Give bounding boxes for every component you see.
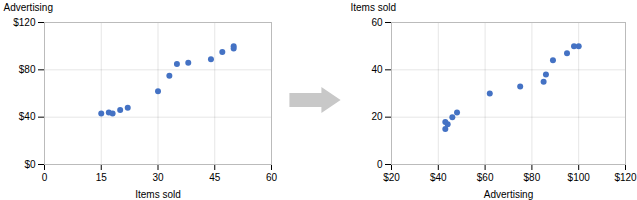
svg-text:15: 15 xyxy=(96,172,108,183)
svg-text:Advertising: Advertising xyxy=(484,189,533,200)
svg-text:$40: $40 xyxy=(19,111,36,122)
svg-text:$120: $120 xyxy=(614,172,637,183)
svg-text:$80: $80 xyxy=(19,64,36,75)
svg-text:$100: $100 xyxy=(568,172,591,183)
svg-text:45: 45 xyxy=(209,172,221,183)
svg-text:$40: $40 xyxy=(430,172,447,183)
svg-text:Advertising: Advertising xyxy=(4,2,53,13)
svg-text:0: 0 xyxy=(377,159,383,170)
svg-text:30: 30 xyxy=(152,172,164,183)
svg-text:40: 40 xyxy=(371,64,383,75)
svg-text:$0: $0 xyxy=(24,159,36,170)
svg-text:$60: $60 xyxy=(477,172,494,183)
svg-text:60: 60 xyxy=(371,17,383,28)
svg-text:20: 20 xyxy=(371,111,383,122)
svg-text:$80: $80 xyxy=(524,172,541,183)
svg-text:60: 60 xyxy=(266,172,278,183)
svg-text:0: 0 xyxy=(42,172,48,183)
svg-text:$120: $120 xyxy=(13,17,36,28)
svg-text:Items sold: Items sold xyxy=(135,189,181,200)
svg-text:Items sold: Items sold xyxy=(351,2,397,13)
svg-text:$20: $20 xyxy=(383,172,400,183)
